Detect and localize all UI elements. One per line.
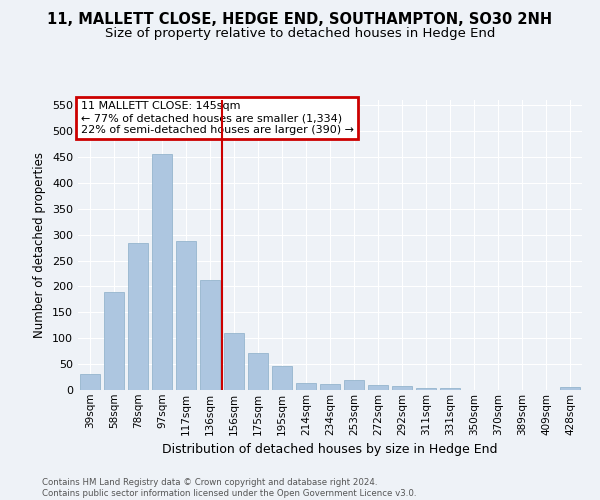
Bar — [176, 241, 196, 390]
Text: Size of property relative to detached houses in Hedge End: Size of property relative to detached ho… — [105, 28, 495, 40]
Bar — [416, 388, 436, 390]
Bar — [392, 386, 412, 390]
Bar — [368, 385, 388, 390]
Bar — [104, 292, 124, 390]
Bar — [440, 388, 460, 390]
Text: Contains HM Land Registry data © Crown copyright and database right 2024.
Contai: Contains HM Land Registry data © Crown c… — [42, 478, 416, 498]
Text: 11, MALLETT CLOSE, HEDGE END, SOUTHAMPTON, SO30 2NH: 11, MALLETT CLOSE, HEDGE END, SOUTHAMPTO… — [47, 12, 553, 28]
Bar — [320, 384, 340, 390]
Bar — [80, 374, 100, 390]
Y-axis label: Number of detached properties: Number of detached properties — [34, 152, 46, 338]
Bar — [200, 280, 220, 390]
X-axis label: Distribution of detached houses by size in Hedge End: Distribution of detached houses by size … — [162, 443, 498, 456]
Bar — [224, 333, 244, 390]
Bar — [128, 244, 148, 390]
Bar — [560, 388, 580, 390]
Text: 11 MALLETT CLOSE: 145sqm
← 77% of detached houses are smaller (1,334)
22% of sem: 11 MALLETT CLOSE: 145sqm ← 77% of detach… — [80, 102, 353, 134]
Bar — [152, 154, 172, 390]
Bar — [272, 366, 292, 390]
Bar — [296, 383, 316, 390]
Bar — [248, 352, 268, 390]
Bar — [344, 380, 364, 390]
